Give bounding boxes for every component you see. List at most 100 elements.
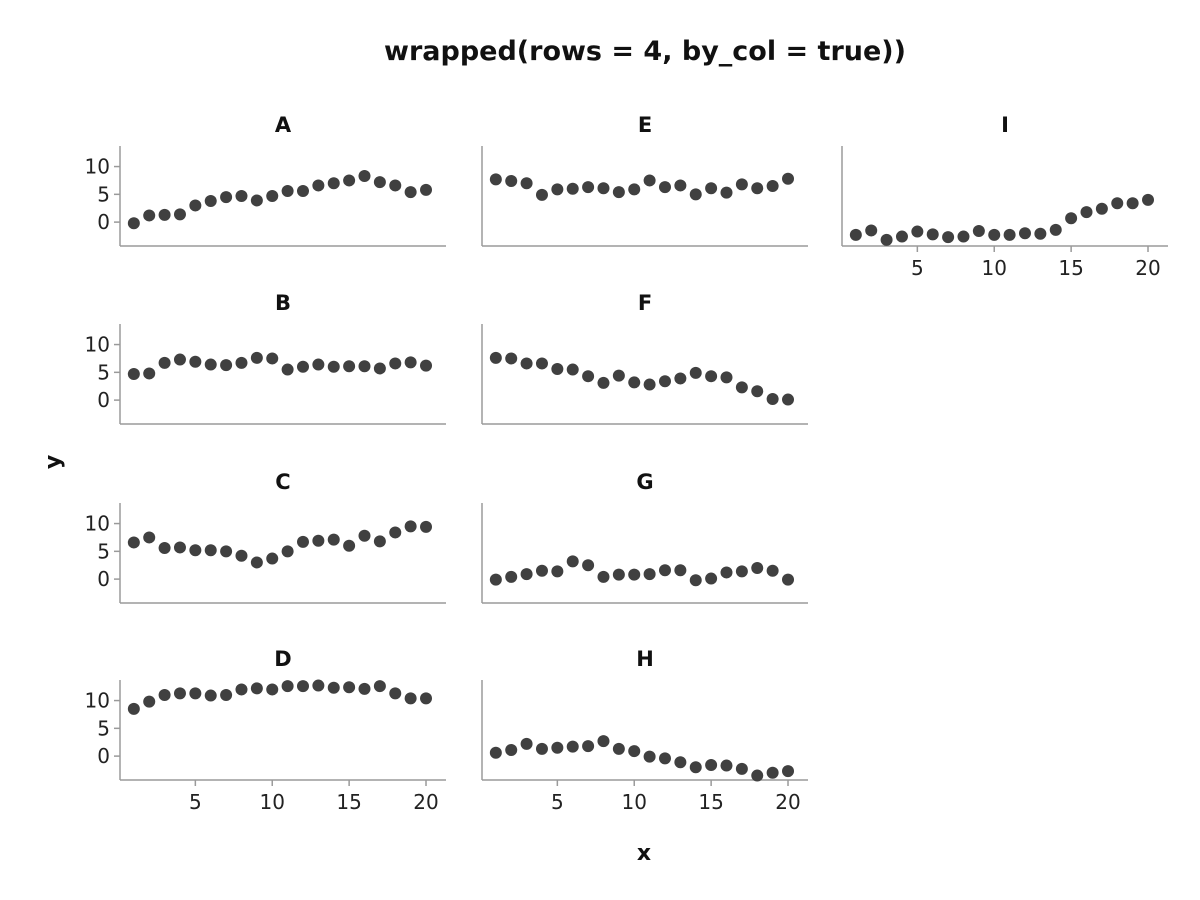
data-point — [281, 185, 294, 197]
data-point — [849, 228, 862, 241]
data-point — [612, 742, 625, 755]
data-point — [880, 233, 893, 246]
data-point — [489, 351, 502, 364]
y-tick-label: 10 — [85, 333, 110, 357]
data-point — [735, 565, 748, 578]
data-point — [972, 225, 985, 237]
y-tick-label: 0 — [97, 567, 110, 591]
data-point — [520, 568, 533, 581]
data-point — [389, 357, 402, 370]
x-tick-label: 20 — [413, 790, 438, 814]
data-point — [173, 541, 186, 554]
data-point — [766, 766, 779, 779]
data-point — [582, 370, 595, 383]
data-point — [204, 689, 217, 702]
data-point — [158, 689, 171, 701]
data-point — [127, 217, 140, 230]
data-point — [643, 174, 656, 187]
data-point — [358, 529, 371, 542]
data-point — [296, 360, 309, 373]
data-point — [582, 181, 595, 194]
data-point — [204, 358, 217, 371]
data-point — [582, 740, 595, 753]
data-point — [535, 564, 548, 577]
x-tick-label: 10 — [982, 256, 1007, 280]
data-point — [189, 544, 202, 557]
panel-d: D 0 5 10 5 10 15 20 — [85, 647, 446, 814]
data-point — [266, 683, 279, 696]
data-point — [505, 570, 518, 583]
data-point — [551, 183, 564, 196]
data-point — [420, 692, 433, 705]
data-point — [705, 572, 718, 585]
data-point — [535, 742, 548, 755]
data-point — [612, 369, 625, 382]
data-point — [612, 186, 625, 199]
panel-e: E — [481, 113, 808, 247]
x-tick-label: 15 — [1058, 256, 1083, 280]
x-tick-label: 10 — [622, 790, 647, 814]
data-point — [658, 752, 671, 765]
panel-title-c: C — [275, 470, 290, 494]
data-point — [1034, 227, 1047, 240]
chart-title: wrapped(rows = 4, by_col = true)) — [384, 36, 906, 67]
data-point — [389, 687, 402, 700]
data-point — [143, 695, 156, 708]
panel-title-e: E — [638, 113, 652, 137]
data-point — [266, 190, 279, 202]
y-tick-label: 0 — [97, 744, 110, 768]
data-point — [296, 680, 309, 693]
data-point — [281, 680, 294, 693]
data-point — [420, 183, 433, 196]
data-point — [566, 182, 579, 195]
data-point — [1111, 197, 1124, 210]
data-point — [373, 176, 386, 189]
y-tick-label: 10 — [85, 689, 110, 713]
data-point — [1049, 223, 1062, 236]
data-point — [235, 356, 248, 369]
data-point — [127, 702, 140, 715]
data-point — [628, 183, 641, 196]
data-point — [143, 531, 156, 544]
data-point — [766, 393, 779, 405]
panel-title-g: G — [636, 470, 653, 494]
data-point — [505, 175, 518, 187]
data-point — [766, 180, 779, 192]
data-point — [674, 179, 687, 192]
data-point — [766, 564, 779, 577]
data-point — [658, 564, 671, 577]
data-point — [735, 381, 748, 394]
data-point — [373, 535, 386, 548]
data-point — [489, 746, 502, 759]
y-axis-label: y — [41, 455, 66, 469]
data-point — [689, 366, 702, 379]
data-point — [373, 680, 386, 693]
panel-title-i: I — [1001, 113, 1009, 137]
data-point — [705, 759, 718, 771]
data-point — [404, 186, 417, 199]
data-point — [566, 555, 579, 568]
panel-b: B 0 5 10 — [85, 291, 446, 425]
data-point — [1142, 193, 1155, 206]
data-point — [327, 533, 340, 546]
data-point — [235, 683, 248, 696]
data-point — [988, 228, 1001, 241]
data-point — [689, 761, 702, 774]
panel-g: G — [481, 470, 808, 604]
data-point — [312, 358, 325, 371]
y-tick-label: 5 — [97, 182, 110, 206]
x-axis-label: x — [637, 841, 651, 866]
data-point — [489, 173, 502, 186]
data-point — [674, 564, 687, 577]
data-point — [551, 565, 564, 578]
data-point — [173, 687, 186, 700]
data-point — [312, 534, 325, 547]
y-tick-label: 5 — [97, 716, 110, 740]
panel-title-b: B — [275, 291, 291, 315]
data-point — [281, 545, 294, 558]
data-point — [505, 744, 518, 756]
panel-f: F — [481, 291, 808, 425]
data-point — [865, 224, 878, 237]
data-point — [551, 741, 564, 754]
data-point — [782, 393, 795, 406]
